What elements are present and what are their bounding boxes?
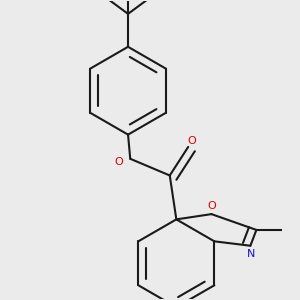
Text: O: O: [114, 157, 123, 167]
Text: O: O: [207, 201, 216, 211]
Text: N: N: [247, 249, 256, 259]
Text: O: O: [187, 136, 196, 146]
